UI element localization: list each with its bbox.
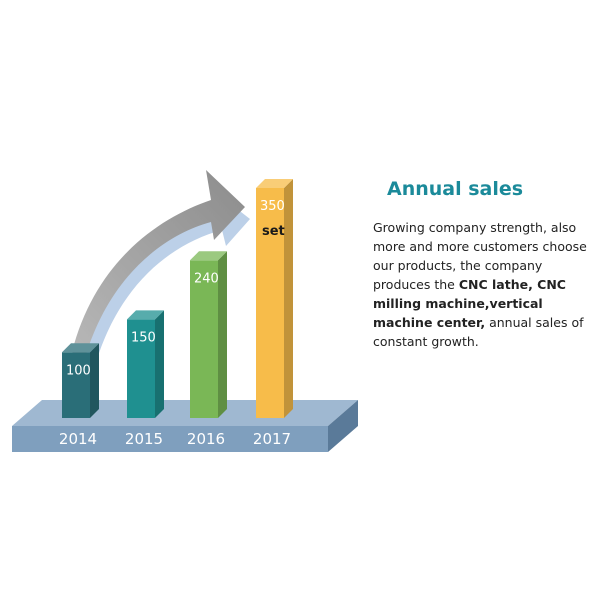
bar-2017: 350 set bbox=[256, 179, 293, 418]
year-label: 2014 bbox=[59, 430, 97, 448]
year-label: 2016 bbox=[187, 430, 225, 448]
bar-front bbox=[62, 352, 90, 418]
year-label: 2015 bbox=[125, 430, 163, 448]
bar-top bbox=[256, 179, 293, 188]
bar-2016: 240 bbox=[190, 251, 227, 418]
headline: Annual sales bbox=[387, 178, 524, 200]
bar-value-label: 150 bbox=[131, 330, 156, 345]
description-segment: annual sales of constant growth. bbox=[373, 315, 584, 349]
bar-unit-label: set bbox=[262, 224, 285, 239]
bar-2015: 150 bbox=[127, 310, 164, 418]
bar-front bbox=[256, 188, 284, 418]
bar-value-label: 240 bbox=[194, 271, 219, 286]
curved-arrow-icon bbox=[72, 170, 245, 358]
bar-front bbox=[127, 319, 155, 418]
description-segment: Growing company strength, also more and … bbox=[373, 220, 587, 292]
bar-value-label: 100 bbox=[66, 363, 91, 378]
description: Growing company strength, also more and … bbox=[373, 218, 588, 351]
bar-top bbox=[127, 310, 164, 320]
bar-side bbox=[284, 179, 293, 418]
bar-top bbox=[190, 251, 227, 261]
bar-front bbox=[190, 260, 218, 418]
bars-layer: 100 2014 150 2015 240 2016 350 set 2017 bbox=[59, 179, 293, 448]
bar-value-label: 350 bbox=[260, 199, 285, 214]
bar-2014: 100 bbox=[62, 343, 99, 418]
bar-top bbox=[62, 343, 99, 353]
bar-side bbox=[218, 251, 227, 418]
bar-side bbox=[155, 310, 164, 418]
description-segment: CNC lathe, CNC milling machine,vertical … bbox=[373, 277, 566, 330]
text-panel: Annual sales Growing company strength, a… bbox=[373, 178, 588, 351]
year-label: 2017 bbox=[253, 430, 291, 448]
bar-side bbox=[90, 343, 99, 418]
